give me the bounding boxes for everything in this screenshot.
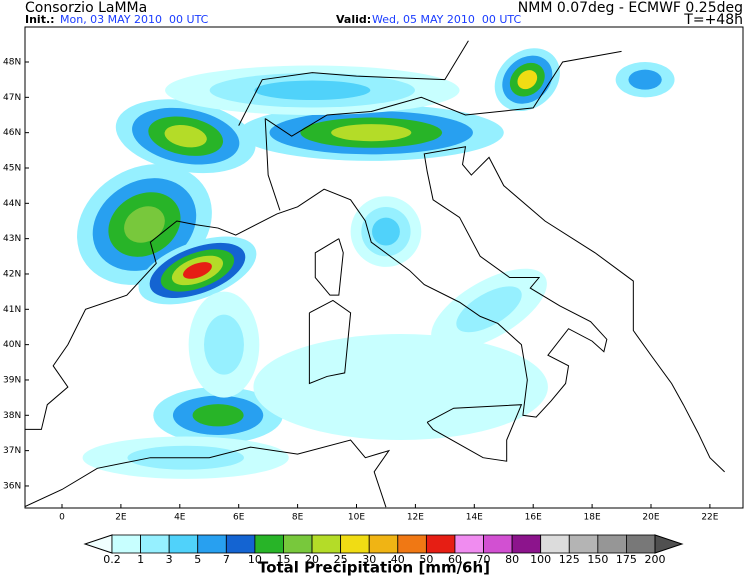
lon-label: 8E [292, 513, 304, 523]
lat-label: 40N [3, 340, 21, 350]
colorbar-arrow [83, 534, 113, 554]
colorbar-label: 175 [616, 553, 637, 566]
precip-area [517, 70, 538, 90]
coastline [25, 146, 725, 473]
legend-title: Total Precipitation [mm/6h] [258, 559, 490, 577]
colorbar-label: 125 [559, 553, 580, 566]
coastline [264, 118, 281, 211]
lat-label: 37N [3, 446, 21, 456]
colorbar-box [626, 534, 656, 554]
colorbar-label: 3 [166, 553, 173, 566]
colorbar-label: 0.2 [103, 553, 121, 566]
colorbar-label: 15 [276, 553, 290, 566]
precip-area [372, 217, 400, 246]
colorbar: 0.2 1 3 5 7 10 15 20 25 30 40 50 60 70 80 100 125 150 175 2… [83, 534, 684, 566]
lat-label: 39N [3, 375, 21, 385]
colorbar-label: 20 [305, 553, 319, 566]
colorbar-box [254, 534, 284, 554]
lon-label: 10E [348, 513, 365, 523]
precip-area [204, 314, 244, 375]
precip-area [331, 124, 412, 142]
init-value: Mon, 03 MAY 2010 00 UTC [60, 13, 209, 26]
map: 48N 47N 46N 45N 44N 43N 42N 41N 40N 39N 38N 37N 36N 0… [3, 40, 725, 523]
colorbar-box [197, 534, 227, 554]
lon-label: 6E [233, 513, 245, 523]
colorbar-box [283, 534, 313, 554]
valid-label: Valid: [336, 13, 371, 26]
colorbar-box [225, 534, 256, 554]
init-label: Init.: [25, 13, 55, 26]
colorbar-label: 50 [419, 553, 433, 566]
colorbar-box [340, 534, 370, 554]
map-frame [24, 26, 744, 509]
colorbar-box [540, 534, 570, 554]
lon-label: 2E [115, 513, 127, 523]
colorbar-label: 25 [334, 553, 348, 566]
colorbar-box [425, 534, 456, 554]
colorbar-label: 1 [137, 553, 144, 566]
coastline [238, 40, 469, 126]
colorbar-label: 5 [194, 553, 201, 566]
lon-label: 20E [642, 513, 659, 523]
precip-area [124, 206, 165, 243]
lat-label: 44N [3, 199, 21, 209]
lead-time: T=+48h [683, 12, 743, 28]
precip-area [254, 80, 371, 101]
lat-label: 45N [3, 163, 21, 173]
lon-label: 18E [584, 513, 601, 523]
lat-label: 43N [3, 234, 21, 244]
coastline [426, 404, 523, 462]
colorbar-label: 60 [448, 553, 462, 566]
precip-area [456, 286, 522, 333]
coastline [308, 299, 352, 385]
valid-value: Wed, 05 MAY 2010 00 UTC [372, 13, 521, 26]
colorbar-label: 30 [362, 553, 376, 566]
colorbar-box [568, 534, 599, 554]
colorbar-label: 100 [530, 553, 551, 566]
coastline [264, 50, 622, 137]
precip-area [192, 404, 244, 427]
colorbar-label: 7 [223, 553, 230, 566]
colorbar-label: 70 [477, 553, 491, 566]
lat-label: 41N [3, 305, 21, 315]
colorbar-box [311, 534, 342, 554]
lat-label: 48N [3, 58, 21, 68]
colorbar-box [483, 534, 513, 554]
colorbar-label: 10 [248, 553, 262, 566]
map-content [25, 40, 725, 508]
lon-label: 0 [59, 513, 65, 523]
lon-label: 4E [174, 513, 186, 523]
lon-label: 14E [466, 513, 483, 523]
precip-area [628, 69, 662, 90]
colorbar-label: 200 [645, 553, 666, 566]
precip-area [253, 334, 548, 441]
coastline [25, 439, 391, 508]
lat-label: 46N [3, 128, 21, 138]
coastline [314, 238, 344, 296]
precip-area [183, 262, 212, 279]
colorbar-label: 80 [505, 553, 519, 566]
colorbar-box [368, 534, 399, 554]
lat-label: 47N [3, 93, 21, 103]
precip-area [164, 125, 207, 148]
lon-label: 22E [701, 513, 718, 523]
colorbar-label: 150 [587, 553, 608, 566]
colorbar-label: 40 [391, 553, 405, 566]
lat-label: 42N [3, 269, 21, 279]
colorbar-box [397, 534, 427, 554]
lat-label: 36N [3, 481, 21, 491]
lat-label: 38N [3, 411, 21, 421]
colorbar-box [597, 534, 627, 554]
colorbar-box [111, 534, 141, 554]
lon-label: 16E [525, 513, 542, 523]
model: NMM 0.07deg - ECMWF 0.25deg [518, 0, 743, 16]
colorbar-box [140, 534, 170, 554]
colorbar-arrow [654, 534, 684, 554]
colorbar-box [511, 534, 542, 554]
left-title: Consorzio LaMMa [25, 0, 147, 16]
lon-label: 12E [407, 513, 424, 523]
colorbar-box [454, 534, 484, 554]
colorbar-box [168, 534, 199, 554]
